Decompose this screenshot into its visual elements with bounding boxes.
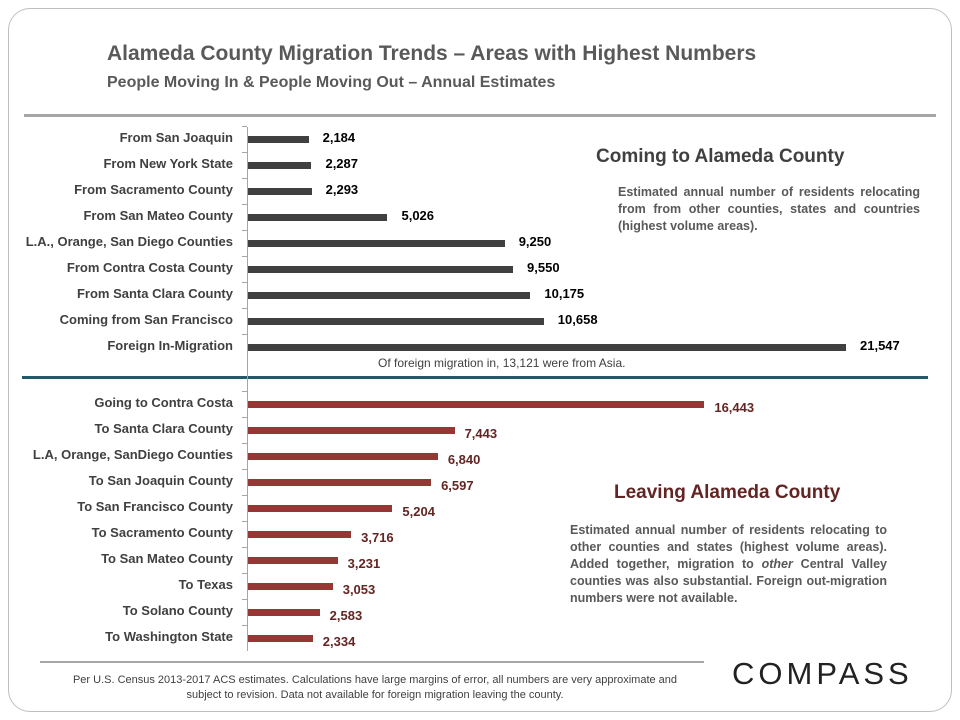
bar bbox=[248, 214, 388, 221]
category-label: To Santa Clara County bbox=[94, 421, 233, 436]
category-label: Coming from San Francisco bbox=[59, 312, 233, 327]
leaving-desc-part: Central Valley counties was also substan… bbox=[570, 557, 887, 605]
leaving-description: Estimated annual number of residents rel… bbox=[570, 522, 887, 607]
category-label: From San Mateo County bbox=[83, 208, 233, 223]
category-label: To Sacramento County bbox=[91, 525, 233, 540]
data-label: 3,231 bbox=[347, 556, 381, 571]
axis-tick bbox=[242, 391, 247, 392]
category-label: From Sacramento County bbox=[74, 182, 233, 197]
axis-tick bbox=[242, 308, 247, 309]
category-label: L.A., Orange, San Diego Counties bbox=[25, 234, 233, 249]
category-label: Going to Contra Costa bbox=[94, 395, 233, 410]
data-label: 2,334 bbox=[322, 634, 356, 649]
bar bbox=[248, 583, 333, 590]
data-label: 9,550 bbox=[527, 260, 560, 275]
axis-tick bbox=[242, 521, 247, 522]
axis-tick bbox=[242, 495, 247, 496]
bar bbox=[248, 162, 312, 169]
category-axis bbox=[247, 127, 248, 651]
data-label: 10,175 bbox=[544, 286, 585, 301]
axis-tick bbox=[242, 178, 247, 179]
category-label: From Santa Clara County bbox=[76, 286, 233, 301]
data-label: 7,443 bbox=[464, 426, 498, 441]
axis-tick bbox=[242, 443, 247, 444]
bar bbox=[248, 240, 505, 247]
category-label: From New York State bbox=[103, 156, 233, 171]
data-label: 2,184 bbox=[322, 130, 356, 145]
data-label: 2,287 bbox=[325, 156, 359, 171]
axis-tick bbox=[242, 256, 247, 257]
bar bbox=[248, 635, 313, 642]
leaving-desc-emphasis: other bbox=[761, 557, 793, 571]
foreign-note: Of foreign migration in, 13,121 were fro… bbox=[378, 356, 626, 370]
axis-tick bbox=[242, 573, 247, 574]
axis-tick bbox=[242, 126, 247, 127]
data-label: 6,597 bbox=[441, 478, 474, 493]
data-label: 2,293 bbox=[325, 182, 359, 197]
data-label: 5,026 bbox=[401, 208, 435, 223]
bar bbox=[248, 531, 352, 538]
coming-description: Estimated annual number of residents rel… bbox=[618, 185, 920, 233]
bar bbox=[248, 344, 846, 351]
data-label: 3,716 bbox=[361, 530, 394, 545]
divider-bottom bbox=[40, 661, 704, 663]
data-label: 21,547 bbox=[860, 338, 900, 353]
category-label: To San Joaquin County bbox=[88, 473, 233, 488]
axis-tick bbox=[242, 547, 247, 548]
category-label: To San Francisco County bbox=[77, 499, 233, 514]
slide-frame bbox=[8, 8, 952, 712]
coming-heading: Coming to Alameda County bbox=[596, 146, 845, 167]
axis-tick bbox=[242, 599, 247, 600]
axis-tick bbox=[242, 152, 247, 153]
bar bbox=[248, 557, 338, 564]
data-label: 6,840 bbox=[447, 452, 481, 467]
data-label: 2,583 bbox=[329, 608, 363, 623]
axis-tick bbox=[242, 334, 247, 335]
bar bbox=[248, 292, 531, 299]
page-title: Alameda County Migration Trends – Areas … bbox=[107, 42, 757, 65]
axis-tick bbox=[242, 417, 247, 418]
axis-tick bbox=[242, 230, 247, 231]
data-label: 9,250 bbox=[518, 234, 552, 249]
category-label: To Washington State bbox=[105, 629, 233, 644]
category-label: To Texas bbox=[178, 577, 233, 592]
bar bbox=[248, 427, 455, 434]
bar bbox=[248, 266, 514, 273]
compass-logo: COMPASS bbox=[732, 656, 913, 691]
bar bbox=[248, 505, 393, 512]
data-label: 3,053 bbox=[342, 582, 376, 597]
data-label: 5,204 bbox=[402, 504, 435, 519]
bar bbox=[248, 609, 320, 616]
bar bbox=[248, 136, 309, 143]
category-label: To San Mateo County bbox=[101, 551, 233, 566]
category-label: From San Joaquin bbox=[119, 130, 233, 145]
axis-tick bbox=[242, 625, 247, 626]
page-subtitle: People Moving In & People Moving Out – A… bbox=[107, 74, 556, 91]
bar bbox=[248, 479, 432, 486]
category-label: To Solano County bbox=[122, 603, 233, 618]
axis-tick bbox=[242, 204, 247, 205]
bar bbox=[248, 453, 438, 460]
category-label: L.A, Orange, SanDiego Counties bbox=[32, 447, 233, 462]
leaving-desc-part: Estimated annual number of residents rel… bbox=[570, 523, 887, 571]
category-label: Foreign In-Migration bbox=[107, 338, 233, 353]
leaving-heading: Leaving Alameda County bbox=[614, 482, 841, 503]
bar bbox=[248, 188, 312, 195]
divider-middle bbox=[22, 376, 928, 379]
footnote: Per U.S. Census 2013-2017 ACS estimates.… bbox=[72, 674, 678, 701]
axis-tick bbox=[242, 469, 247, 470]
axis-tick bbox=[242, 282, 247, 283]
category-label: From Contra Costa County bbox=[66, 260, 233, 275]
data-label: 10,658 bbox=[557, 312, 598, 327]
bar bbox=[248, 401, 705, 408]
bar bbox=[248, 318, 544, 325]
data-label: 16,443 bbox=[714, 400, 755, 415]
divider-top bbox=[24, 114, 936, 117]
